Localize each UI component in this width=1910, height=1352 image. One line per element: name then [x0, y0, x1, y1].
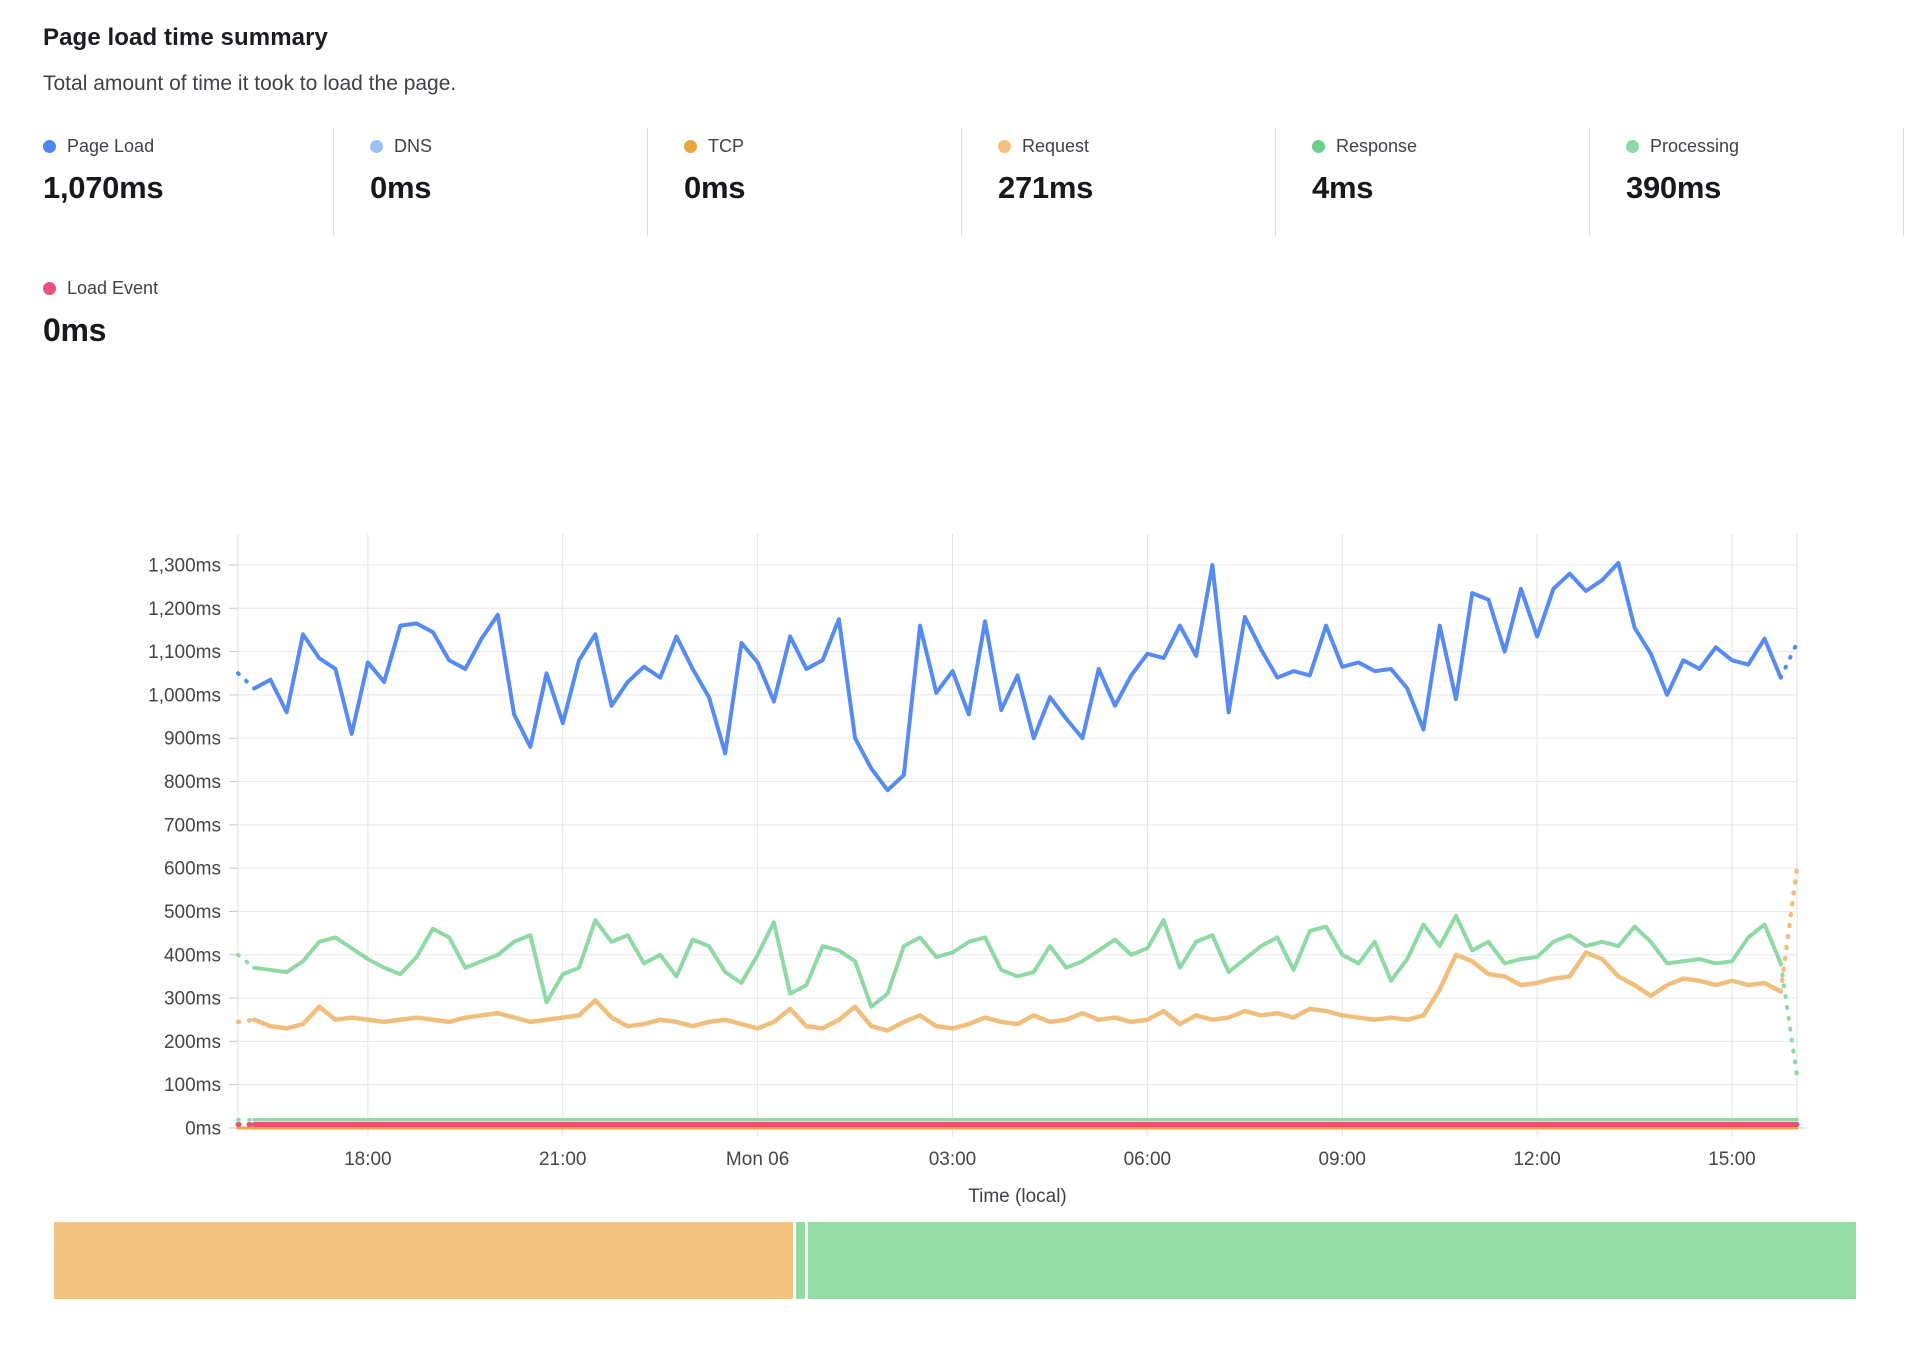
- metric-legend: Request: [998, 136, 1275, 157]
- metric-legend: TCP: [684, 136, 961, 157]
- y-tick-label: 100ms: [164, 1075, 221, 1096]
- metric-legend: Page Load: [43, 136, 333, 157]
- load-time-chart[interactable]: 0ms 100ms 200ms 300ms 400ms 500ms 600ms 700ms 80…: [0, 430, 1910, 1220]
- x-tick-label: 18:00: [344, 1149, 392, 1170]
- request-legend-dot-icon: [998, 140, 1011, 153]
- bar-segment-response-sliver: [795, 1222, 805, 1299]
- metric-card-tcp[interactable]: TCP 0ms: [648, 128, 962, 236]
- metric-value: 0ms: [684, 170, 746, 205]
- x-axis-title: Time (local): [968, 1186, 1067, 1207]
- page-subtitle: Total amount of time it took to load the…: [43, 72, 457, 95]
- y-tick-label: 1,100ms: [148, 642, 221, 663]
- metrics-row: Page Load 1,070ms DNS 0ms TCP 0ms Reques…: [43, 128, 1904, 236]
- bar-segment-request-share: [54, 1222, 793, 1299]
- series-request: [235, 865, 1800, 1033]
- metric-label: Processing: [1650, 136, 1740, 156]
- y-tick-label: 300ms: [164, 989, 221, 1010]
- dns-legend-dot-icon: [370, 140, 383, 153]
- metric-card-page-load[interactable]: Page Load 1,070ms: [43, 128, 334, 236]
- load-event-legend-dot-icon: [43, 282, 56, 295]
- series-page-load: [236, 560, 1799, 793]
- metric-card-load-event[interactable]: Load Event 0ms: [43, 270, 357, 370]
- chart-canvas[interactable]: 0ms 100ms 200ms 300ms 400ms 500ms 600ms 700ms 80…: [0, 534, 1910, 1220]
- metric-value: 4ms: [1312, 170, 1374, 205]
- metric-value: 0ms: [43, 312, 107, 348]
- metric-card-response[interactable]: Response 4ms: [1276, 128, 1590, 236]
- x-tick-label: 03:00: [929, 1149, 977, 1170]
- y-tick-label: 400ms: [164, 945, 221, 966]
- x-tick-label: Mon 06: [726, 1149, 789, 1170]
- axis-labels: 0ms 100ms 200ms 300ms 400ms 500ms 600ms 700ms 80…: [148, 556, 1756, 1208]
- metrics-row-load-event: Load Event 0ms: [43, 270, 357, 370]
- metric-card-dns[interactable]: DNS 0ms: [334, 128, 648, 236]
- y-tick-label: 200ms: [164, 1032, 221, 1053]
- y-tick-label: 1,300ms: [148, 556, 221, 577]
- response-legend-dot-icon: [1312, 140, 1325, 153]
- x-tick-label: 06:00: [1124, 1149, 1172, 1170]
- y-tick-label: 1,000ms: [148, 685, 221, 706]
- gridlines: [229, 534, 1805, 1137]
- y-tick-label: 900ms: [164, 729, 221, 750]
- metric-label: Request: [1022, 136, 1090, 156]
- processing-legend-dot-icon: [1626, 140, 1639, 153]
- x-tick-label: 21:00: [539, 1149, 587, 1170]
- y-tick-label: 1,200ms: [148, 599, 221, 620]
- metric-label: Load Event: [67, 278, 159, 298]
- timing-breakdown-bar: [54, 1222, 1856, 1299]
- series-processing: [236, 913, 1799, 1079]
- x-tick-label: 09:00: [1318, 1149, 1366, 1170]
- metric-label: Page Load: [67, 136, 155, 156]
- y-tick-label: 700ms: [164, 815, 221, 836]
- tcp-legend-dot-icon: [684, 140, 697, 153]
- metric-legend: DNS: [370, 136, 647, 157]
- metric-value: 1,070ms: [43, 170, 164, 205]
- metric-value: 390ms: [1626, 170, 1722, 205]
- metric-label: TCP: [708, 136, 744, 156]
- metric-label: DNS: [394, 136, 433, 156]
- y-tick-label: 600ms: [164, 859, 221, 880]
- y-tick-label: 500ms: [164, 902, 221, 923]
- metric-legend: Load Event: [43, 278, 357, 299]
- y-tick-label: 800ms: [164, 772, 221, 793]
- metric-value: 271ms: [998, 170, 1094, 205]
- bar-segment-processing-share: [807, 1222, 1856, 1299]
- page-load-legend-dot-icon: [43, 140, 56, 153]
- metric-legend: Response: [1312, 136, 1589, 157]
- page-title: Page load time summary: [43, 24, 328, 51]
- metric-card-request[interactable]: Request 271ms: [962, 128, 1276, 236]
- x-tick-label: 15:00: [1708, 1149, 1756, 1170]
- metric-value: 0ms: [370, 170, 432, 205]
- y-tick-label: 0ms: [185, 1119, 221, 1140]
- metric-card-processing[interactable]: Processing 390ms: [1590, 128, 1904, 236]
- metric-label: Response: [1336, 136, 1418, 156]
- metric-legend: Processing: [1626, 136, 1903, 157]
- x-tick-label: 12:00: [1513, 1149, 1561, 1170]
